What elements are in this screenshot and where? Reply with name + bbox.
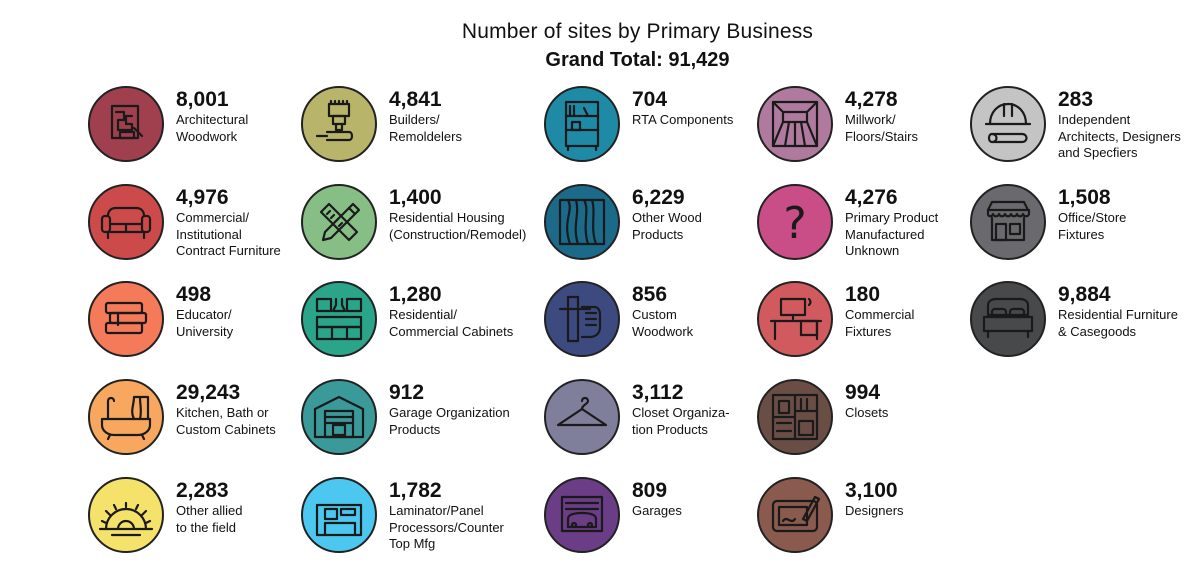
garage-storage-icon <box>301 379 377 455</box>
business-label: Office/Store Fixtures <box>1058 210 1127 242</box>
business-label: Kitchen, Bath or Custom Cabinets <box>176 405 276 437</box>
business-value: 180 <box>845 283 881 306</box>
business-value: 1,508 <box>1058 186 1111 209</box>
countertop-icon <box>301 477 377 553</box>
desk-icon <box>757 281 833 357</box>
business-label: RTA Components <box>632 112 734 127</box>
business-label: Designers <box>845 503 904 518</box>
business-value: 283 <box>1058 88 1094 111</box>
business-label: Residential Housing (Construction/Remode… <box>389 210 527 242</box>
drawing-tablet-icon <box>757 477 833 553</box>
business-value: 9,884 <box>1058 283 1111 306</box>
hanger-icon <box>544 379 620 455</box>
business-label: Closets <box>845 405 889 420</box>
chart-title: Number of sites by Primary Business <box>461 20 814 43</box>
business-value: 856 <box>632 283 668 306</box>
business-value: 994 <box>845 381 881 404</box>
business-label: Builders/ Remoldelers <box>389 112 462 144</box>
business-value: 3,100 <box>845 479 898 502</box>
business-value: 1,280 <box>389 283 442 306</box>
saw-blade-icon <box>88 477 164 553</box>
business-label: Closet Organiza- tion Products <box>632 405 730 437</box>
business-label: Other allied to the field <box>176 503 243 535</box>
business-value: 1,400 <box>389 186 442 209</box>
business-label: Residential/ Commercial Cabinets <box>389 307 514 339</box>
business-value: 4,976 <box>176 186 229 209</box>
business-label: Millwork/ Floors/Stairs <box>845 112 918 144</box>
business-label: Educator/ University <box>176 307 234 339</box>
business-label: Garage Organization Products <box>389 405 510 437</box>
blueprint-icon <box>88 86 164 162</box>
business-value: 8,001 <box>176 88 229 111</box>
closet-icon <box>757 379 833 455</box>
hand-plank-icon <box>544 281 620 357</box>
business-value: 704 <box>632 88 668 111</box>
business-label: Laminator/Panel Processors/Counter Top M… <box>389 503 504 551</box>
business-value: 809 <box>632 479 668 502</box>
business-value: 4,278 <box>845 88 898 111</box>
question-mark-icon: ? <box>757 184 833 260</box>
bed-icon <box>970 281 1046 357</box>
business-value: 29,243 <box>176 381 241 404</box>
business-label: Commercial Fixtures <box>845 307 915 339</box>
business-value: 912 <box>389 381 425 404</box>
business-value: 498 <box>176 283 212 306</box>
hardhat-blueprint-icon <box>970 86 1046 162</box>
wood-floor-icon <box>757 86 833 162</box>
business-value: 4,276 <box>845 186 898 209</box>
business-label: Garages <box>632 503 682 518</box>
business-label: Residential Furniture & Casegoods <box>1058 307 1178 339</box>
bathtub-icon <box>88 379 164 455</box>
business-label: Independent Architects, Designers and Sp… <box>1058 112 1181 160</box>
bookshelf-icon <box>544 86 620 162</box>
paint-brush-icon <box>301 86 377 162</box>
pencil-ruler-icon <box>301 184 377 260</box>
business-value: 2,283 <box>176 479 229 502</box>
books-icon <box>88 281 164 357</box>
wood-grain-icon <box>544 184 620 260</box>
business-label: Primary Product Manufactured Unknown <box>845 210 939 258</box>
grand-total: Grand Total: 91,429 <box>545 49 730 71</box>
business-value: 1,782 <box>389 479 442 502</box>
garage-icon <box>544 477 620 553</box>
business-label: Commercial/ Institutional Contract Furni… <box>176 210 281 258</box>
business-label: Other Wood Products <box>632 210 702 242</box>
storefront-icon <box>970 184 1046 260</box>
business-label: Custom Woodwork <box>632 307 694 339</box>
svg-text:?: ? <box>783 198 806 249</box>
business-value: 4,841 <box>389 88 442 111</box>
business-value: 6,229 <box>632 186 685 209</box>
kitchen-cabinets-icon <box>301 281 377 357</box>
sofa-icon <box>88 184 164 260</box>
business-label: Architectural Woodwork <box>176 112 249 144</box>
business-value: 3,112 <box>632 381 684 404</box>
